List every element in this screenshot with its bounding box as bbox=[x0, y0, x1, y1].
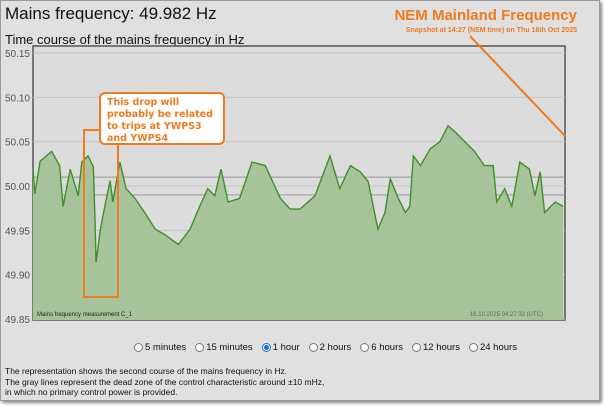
chart-title: Mains frequency measurement C_1 bbox=[37, 312, 133, 318]
drop-callout: This drop will probably be related to tr… bbox=[99, 92, 225, 145]
y-tick-label: 50.15 bbox=[5, 49, 30, 60]
time-range-selector: 5 minutes 15 minutes 1 hour 2 hours 6 hours 1… bbox=[134, 342, 517, 353]
chart-timestamp: 16.10.2025 04:27:33 (UTC) bbox=[470, 312, 543, 318]
range-option-1-hour[interactable]: 1 hour bbox=[261, 342, 300, 353]
range-label: 1 hour bbox=[272, 342, 300, 353]
range-label: 15 minutes bbox=[206, 342, 253, 353]
footer-line: The representation shows the second cour… bbox=[5, 366, 288, 376]
frequency-area bbox=[33, 125, 564, 320]
nem-snapshot: Snapshot at 14:27 (NEM time) on Thu 16th… bbox=[405, 27, 577, 34]
y-tick-label: 49.90 bbox=[5, 271, 30, 282]
range-label: 2 hours bbox=[319, 342, 352, 353]
range-label: 24 hours bbox=[479, 342, 517, 353]
y-tick-label: 50.00 bbox=[5, 182, 30, 193]
radio-button[interactable] bbox=[411, 343, 421, 352]
radio-button[interactable] bbox=[308, 343, 318, 352]
range-option-6-hours[interactable]: 6 hours bbox=[360, 342, 403, 353]
radio-button[interactable] bbox=[261, 343, 271, 352]
radio-button[interactable] bbox=[360, 343, 370, 352]
y-tick-label: 49.95 bbox=[5, 226, 30, 237]
radio-button[interactable] bbox=[468, 343, 478, 352]
nem-title: NEM Mainland Frequency bbox=[394, 7, 577, 24]
footer-notes: The representation shows the second cour… bbox=[5, 366, 324, 398]
radio-button[interactable] bbox=[134, 343, 143, 352]
y-tick-label: 49.85 bbox=[5, 315, 30, 326]
chart-subtitle: Time course of the mains frequency in Hz bbox=[5, 32, 245, 47]
frequency-line bbox=[32, 124, 564, 263]
range-label: 12 hours bbox=[422, 342, 460, 353]
range-label: 6 hours bbox=[371, 342, 403, 353]
footer-line: The gray lines represent the dead zone o… bbox=[5, 376, 325, 387]
annotation-pointer-line bbox=[469, 35, 566, 137]
page-title: Mains frequency: 49.982 Hz bbox=[5, 4, 217, 23]
range-option-5-minutes[interactable]: 5 minutes bbox=[134, 342, 186, 353]
range-option-2-hours[interactable]: 2 hours bbox=[308, 342, 352, 353]
range-option-15-minutes[interactable]: 15 minutes bbox=[195, 342, 253, 353]
y-tick-label: 50.10 bbox=[5, 93, 30, 104]
radio-button[interactable] bbox=[195, 343, 205, 352]
range-option-24-hours[interactable]: 24 hours bbox=[468, 342, 517, 353]
footer-line: in which no primary control power is pro… bbox=[5, 387, 178, 397]
range-option-12-hours[interactable]: 12 hours bbox=[411, 342, 460, 353]
range-label: 5 minutes bbox=[145, 342, 187, 353]
y-tick-label: 50.05 bbox=[5, 138, 30, 149]
